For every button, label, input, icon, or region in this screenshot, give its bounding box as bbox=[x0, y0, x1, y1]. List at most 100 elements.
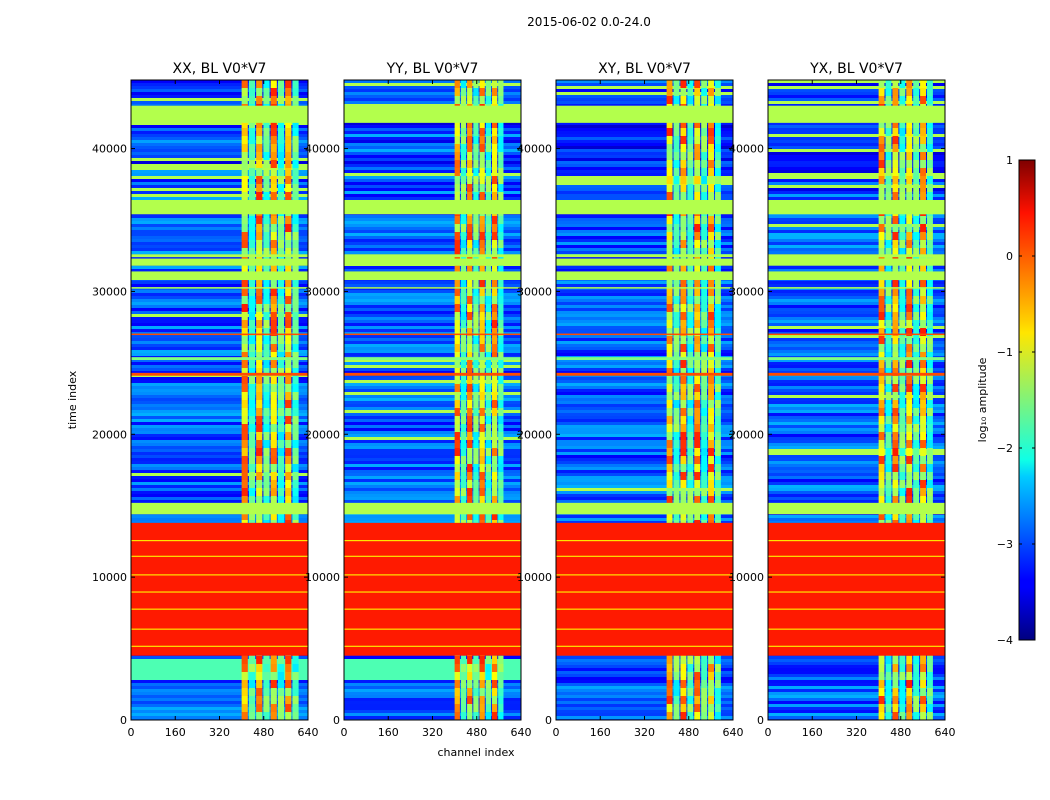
rfi-cell bbox=[885, 296, 892, 305]
rfi-cell bbox=[467, 128, 473, 137]
rfi-cell bbox=[715, 376, 721, 385]
rfi-cell bbox=[485, 312, 492, 321]
rfi-cell bbox=[899, 80, 906, 89]
rfi-cell bbox=[708, 352, 714, 361]
rfi-cell bbox=[454, 496, 460, 505]
rfi-cell bbox=[485, 424, 492, 433]
heatmap-row bbox=[556, 464, 733, 468]
rfi-cell bbox=[460, 224, 467, 233]
rfi-cell bbox=[666, 480, 673, 489]
rfi-cell bbox=[913, 424, 920, 433]
rfi-cell bbox=[913, 400, 920, 409]
rfi-cell bbox=[248, 336, 256, 345]
rfi-cell bbox=[708, 416, 714, 425]
rfi-cell bbox=[473, 456, 479, 465]
rfi-cell bbox=[715, 688, 721, 697]
heatmap-row bbox=[131, 248, 308, 252]
heatmap-row bbox=[344, 674, 521, 678]
heatmap-row bbox=[344, 479, 521, 483]
rfi-cell bbox=[680, 168, 687, 177]
rfi-cell bbox=[694, 712, 701, 720]
x-tick-label: 320 bbox=[209, 726, 230, 739]
rfi-cell bbox=[927, 672, 933, 681]
rfi-cell bbox=[473, 664, 479, 673]
rfi-cell bbox=[694, 136, 701, 145]
rfi-cell bbox=[256, 464, 263, 473]
rfi-cell bbox=[687, 464, 694, 473]
rfi-cell bbox=[292, 472, 299, 481]
rfi-cell bbox=[479, 136, 485, 145]
heatmap-cells bbox=[556, 80, 733, 720]
rfi-cell bbox=[701, 176, 708, 185]
heatmap-row bbox=[344, 218, 521, 222]
heatmap-row bbox=[344, 167, 521, 171]
rfi-cell bbox=[892, 336, 899, 345]
heatmap-row bbox=[768, 287, 945, 291]
rfi-cell bbox=[708, 320, 714, 329]
rfi-cell bbox=[885, 392, 892, 401]
rfi-cell bbox=[701, 704, 708, 713]
rfi-cell bbox=[479, 152, 485, 161]
rfi-cell bbox=[906, 384, 913, 393]
rfi-cell bbox=[263, 120, 270, 129]
rfi-cell bbox=[263, 448, 270, 457]
heatmap-row bbox=[556, 290, 733, 294]
heatmap-row bbox=[131, 269, 308, 273]
flagged-line bbox=[556, 357, 733, 360]
x-axis-label: channel index bbox=[437, 746, 515, 759]
heatmap-row bbox=[556, 710, 733, 714]
rfi-cell bbox=[256, 664, 263, 673]
rfi-cell bbox=[460, 424, 467, 433]
rfi-cell bbox=[263, 680, 270, 689]
rfi-cell bbox=[708, 240, 714, 249]
heatmap-row bbox=[344, 692, 521, 696]
flagged-line bbox=[131, 502, 308, 515]
rfi-cell bbox=[687, 288, 694, 297]
rfi-cell bbox=[920, 512, 926, 521]
heatmap-row bbox=[768, 104, 945, 108]
heatmap-row bbox=[768, 239, 945, 243]
rfi-cell bbox=[715, 368, 721, 377]
rfi-cell bbox=[906, 480, 913, 489]
rfi-cell bbox=[473, 672, 479, 681]
rfi-cell bbox=[263, 416, 270, 425]
rfi-cell bbox=[285, 352, 292, 361]
heatmap-row bbox=[556, 683, 733, 687]
rfi-cell bbox=[479, 368, 485, 377]
rfi-cell bbox=[694, 304, 701, 313]
rfi-cell bbox=[913, 280, 920, 289]
rfi-cell bbox=[248, 512, 256, 521]
rfi-cell bbox=[248, 376, 256, 385]
heatmap-row bbox=[768, 479, 945, 483]
rfi-cell bbox=[899, 184, 906, 193]
rfi-cell bbox=[241, 336, 248, 345]
heatmap-row bbox=[131, 83, 308, 87]
rfi-cell bbox=[666, 224, 673, 233]
heatmap-row bbox=[556, 398, 733, 402]
heatmap-row bbox=[131, 251, 308, 255]
flagged-line bbox=[344, 628, 521, 630]
flagged-line bbox=[131, 372, 308, 376]
rfi-cell bbox=[708, 344, 714, 353]
heatmap-row bbox=[768, 185, 945, 189]
rfi-cell bbox=[694, 456, 701, 465]
rfi-cell bbox=[292, 464, 299, 473]
rfi-cell bbox=[473, 360, 479, 369]
heatmap-row bbox=[131, 464, 308, 468]
rfi-cell bbox=[248, 464, 256, 473]
rfi-cell bbox=[270, 176, 277, 185]
heatmap-row bbox=[556, 251, 733, 255]
rfi-cell bbox=[906, 472, 913, 481]
heatmap-row bbox=[556, 191, 733, 195]
rfi-cell bbox=[927, 216, 933, 225]
rfi-cell bbox=[491, 480, 498, 489]
heatmap-row bbox=[768, 242, 945, 246]
rfi-cell bbox=[687, 192, 694, 201]
heatmap-row bbox=[556, 368, 733, 372]
rfi-cell bbox=[878, 216, 885, 225]
rfi-cell bbox=[920, 432, 926, 441]
rfi-cell bbox=[241, 424, 248, 433]
rfi-cell bbox=[885, 680, 892, 689]
heatmap-row bbox=[768, 476, 945, 480]
heatmap-row bbox=[556, 404, 733, 408]
